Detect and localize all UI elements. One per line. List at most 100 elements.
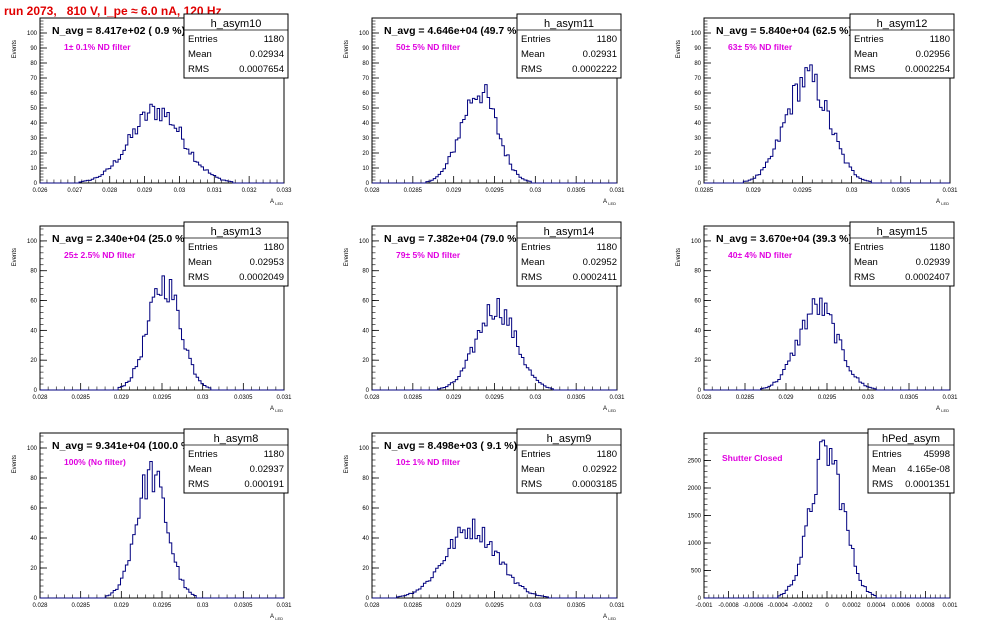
y-tick-label: 2000 (688, 486, 702, 492)
stats-box (516, 13, 622, 79)
x-axis-title-subscript: LED (941, 201, 949, 206)
stats-entries-label: Entries (188, 34, 218, 45)
y-axis-title: Events (12, 40, 18, 58)
histogram-series (704, 297, 950, 391)
y-tick-label: 0 (366, 596, 370, 602)
y-axis-title: Events (676, 40, 682, 58)
x-tick-label: 0.029 (746, 188, 762, 194)
histogram-series (40, 460, 284, 599)
stats-rms-value: 0.0002049 (239, 272, 284, 283)
y-tick-label: 40 (362, 536, 369, 542)
stats-box (849, 221, 955, 287)
stats-rms-value: 0.0002407 (905, 272, 950, 283)
y-tick-label: 40 (30, 536, 37, 542)
stats-entries-value: 1180 (597, 34, 617, 45)
y-tick-label: 20 (694, 151, 701, 157)
stats-rms-value: 0.0007654 (239, 64, 284, 75)
x-axis-title-subscript: LED (608, 201, 616, 206)
y-tick-label: 1000 (688, 541, 702, 547)
x-axis-title: A (270, 614, 274, 620)
stats-box-title: h_asym11 (544, 18, 594, 30)
filter-annotation: 100% (No filter) (64, 457, 126, 467)
x-tick-label: 0.031 (276, 603, 292, 609)
x-tick-label: 0.0285 (736, 395, 755, 401)
x-axis-title: A (270, 406, 274, 412)
x-tick-label: 0.026 (32, 188, 48, 194)
x-tick-label: 0.028 (364, 395, 380, 401)
x-tick-label: 0.028 (32, 395, 48, 401)
y-tick-label: 80 (362, 476, 369, 482)
x-tick-label: 0.031 (609, 188, 625, 194)
y-tick-label: 100 (359, 31, 370, 37)
x-tick-label: 0.0004 (867, 603, 886, 609)
stats-mean-value: 0.02953 (250, 257, 284, 268)
y-tick-label: 20 (30, 358, 37, 364)
x-tick-label: 0.0305 (234, 395, 253, 401)
y-tick-label: 0 (34, 388, 38, 394)
x-tick-label: 0.03 (846, 188, 858, 194)
x-tick-label: 0.0305 (567, 603, 586, 609)
y-tick-label: 90 (694, 46, 701, 52)
y-tick-label: 60 (694, 91, 701, 97)
stats-entries-label: Entries (521, 449, 551, 460)
y-tick-label: 100 (27, 239, 38, 245)
x-tick-label: 0 (825, 603, 829, 609)
x-tick-label: 0.029 (137, 188, 153, 194)
y-axis-title: Events (344, 455, 350, 473)
stats-mean-label: Mean (854, 257, 878, 268)
x-tick-label: 0.0285 (71, 395, 90, 401)
stats-box-title: h_asym8 (214, 433, 259, 445)
x-tick-label: 0.031 (609, 395, 625, 401)
x-tick-label: 0.0002 (842, 603, 861, 609)
histogram-series (40, 103, 284, 184)
x-tick-label: 0.0305 (892, 188, 911, 194)
x-tick-label: 0.029 (778, 395, 794, 401)
x-tick-label: 0.0285 (404, 188, 423, 194)
x-tick-label: -0.001 (695, 603, 713, 609)
histogram-series (40, 275, 284, 391)
stats-rms-value: 0.0002411 (573, 272, 617, 283)
stats-box-title: h_asym10 (211, 18, 262, 30)
stats-rms-label: RMS (521, 479, 542, 490)
y-tick-label: 0 (366, 181, 370, 187)
stats-mean-label: Mean (521, 49, 545, 60)
stats-entries-value: 1180 (264, 242, 284, 253)
x-tick-label: 0.03 (197, 603, 209, 609)
x-tick-label: 0.0295 (485, 395, 504, 401)
stats-box (183, 221, 289, 287)
stats-entries-label: Entries (521, 242, 551, 253)
y-tick-label: 80 (694, 61, 701, 67)
y-tick-label: 80 (30, 269, 37, 275)
y-tick-label: 0 (698, 181, 702, 187)
x-tick-label: 0.032 (242, 188, 258, 194)
x-tick-label: 0.029 (114, 395, 130, 401)
y-axis-title: Events (12, 248, 18, 266)
stats-mean-label: Mean (188, 49, 212, 60)
histogram-series (372, 518, 617, 599)
y-tick-label: 80 (362, 61, 369, 67)
stats-box-title: h_asym12 (877, 18, 928, 30)
x-tick-label: 0.031 (207, 188, 223, 194)
x-axis-title-subscript: LED (608, 408, 616, 413)
stats-rms-label: RMS (854, 272, 875, 283)
x-tick-label: 0.027 (67, 188, 83, 194)
x-tick-label: 0.033 (276, 188, 292, 194)
x-tick-label: 0.029 (114, 603, 130, 609)
plot-frame (703, 17, 951, 184)
x-tick-label: 0.0295 (153, 395, 172, 401)
x-tick-label: 0.0295 (485, 603, 504, 609)
y-tick-label: 40 (30, 328, 37, 334)
y-tick-label: 100 (691, 31, 702, 37)
stats-rms-label: RMS (188, 479, 209, 490)
x-tick-label: 0.031 (276, 395, 292, 401)
y-tick-label: 80 (30, 61, 37, 67)
stats-entries-label: Entries (188, 242, 218, 253)
stats-mean-value: 0.02956 (916, 49, 950, 60)
y-tick-label: 0 (34, 181, 38, 187)
x-axis-title-subscript: LED (275, 201, 283, 206)
histogram-pad-h_asym11: 0 10 20 30 40 50 60 70 80 90 100 0.028 0.0285 0.029 0.… (344, 13, 625, 206)
stats-entries-label: Entries (854, 34, 884, 45)
filter-annotation: 63± 5% ND filter (728, 42, 793, 52)
x-axis-title: A (603, 406, 607, 412)
y-tick-label: 80 (694, 269, 701, 275)
